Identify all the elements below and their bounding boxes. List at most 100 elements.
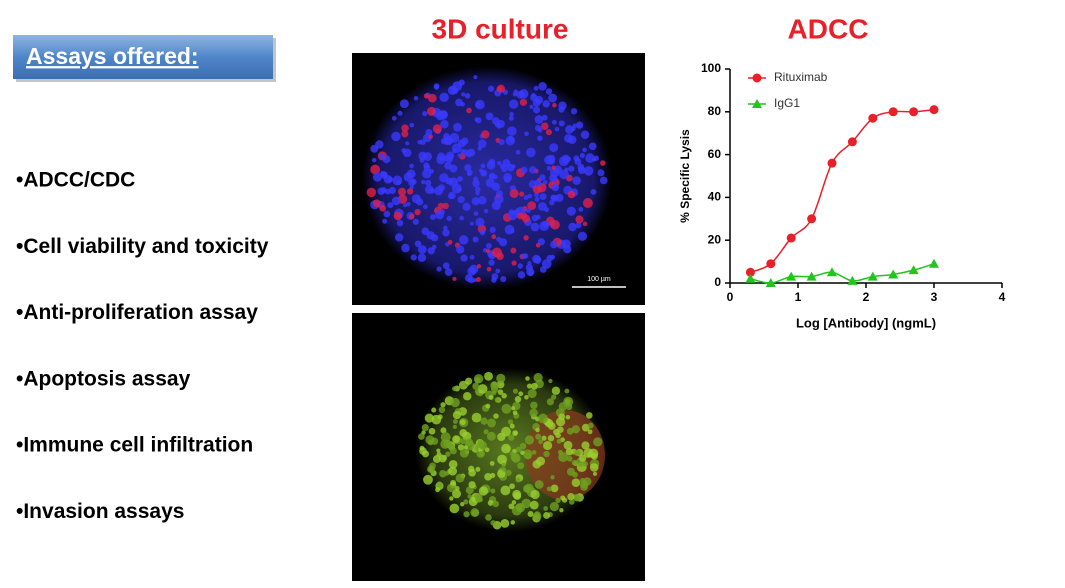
cell — [473, 211, 479, 216]
cell — [447, 239, 453, 245]
cell — [551, 386, 561, 395]
cell — [460, 501, 465, 507]
cell — [487, 85, 495, 92]
cell — [477, 195, 487, 205]
cell — [502, 467, 507, 472]
cell — [538, 202, 547, 211]
cell — [439, 110, 448, 119]
cell — [452, 424, 457, 429]
cell — [493, 413, 499, 419]
cell — [444, 268, 453, 276]
cell — [511, 500, 517, 505]
cell — [565, 448, 573, 456]
cell — [442, 202, 449, 210]
cell — [469, 254, 475, 260]
cell — [593, 437, 603, 447]
cell — [532, 254, 541, 264]
cell — [478, 486, 489, 496]
cell — [375, 140, 384, 149]
cell — [372, 172, 383, 182]
cell — [463, 445, 469, 450]
cell — [541, 435, 547, 441]
cell — [471, 197, 480, 206]
cell — [485, 112, 494, 121]
cell — [410, 254, 417, 261]
cell — [546, 486, 552, 492]
cell — [597, 169, 605, 177]
cell — [481, 130, 490, 139]
cell — [490, 488, 496, 494]
cell — [412, 218, 419, 225]
cell — [448, 466, 457, 476]
cell — [550, 240, 558, 249]
cell — [565, 125, 574, 134]
cell — [405, 141, 410, 146]
cell — [444, 136, 454, 145]
cell — [549, 174, 558, 183]
cell — [432, 455, 441, 463]
cell — [453, 122, 462, 132]
cell — [406, 201, 411, 207]
cell — [530, 401, 538, 410]
cell — [427, 439, 434, 446]
cell — [550, 484, 559, 493]
cell — [387, 202, 394, 209]
cell — [579, 152, 585, 159]
list-item: •Apoptosis assay — [16, 367, 191, 390]
legend-marker — [752, 73, 762, 83]
cell — [529, 104, 534, 109]
cell — [484, 473, 492, 481]
cell — [475, 466, 481, 472]
cell — [440, 120, 449, 129]
cell — [545, 88, 553, 95]
cell — [396, 219, 404, 227]
cell — [519, 442, 527, 450]
y-tick-label: 0 — [714, 275, 721, 289]
cell — [512, 410, 518, 416]
cell — [438, 406, 446, 414]
cell — [434, 186, 444, 196]
point — [929, 105, 939, 115]
cell — [599, 176, 608, 185]
cell — [580, 130, 590, 140]
cell — [543, 506, 549, 511]
cell — [550, 254, 556, 260]
cell — [452, 276, 457, 281]
point — [847, 275, 858, 285]
cell — [583, 461, 589, 467]
cell — [527, 511, 534, 518]
cell — [518, 391, 524, 397]
cell — [431, 407, 437, 413]
cell — [524, 131, 529, 137]
cell — [568, 222, 577, 232]
cell — [477, 384, 488, 394]
point — [888, 269, 899, 279]
cell — [508, 210, 518, 221]
cell — [468, 468, 476, 477]
cell — [531, 450, 537, 455]
cell — [428, 93, 437, 103]
cell — [417, 245, 427, 254]
cell — [497, 160, 502, 166]
cell — [535, 433, 542, 440]
cell — [508, 503, 515, 510]
cell — [379, 204, 387, 212]
cell — [460, 438, 467, 445]
cell — [494, 397, 501, 403]
cell — [436, 448, 441, 453]
cell — [535, 427, 540, 433]
cell — [489, 172, 496, 180]
x-tick-label: 1 — [795, 290, 802, 304]
cell — [582, 477, 592, 486]
cell — [469, 221, 474, 226]
cell — [515, 477, 521, 483]
cell — [501, 462, 507, 468]
cell — [446, 156, 453, 163]
cell — [549, 502, 559, 512]
cell — [484, 447, 490, 453]
cell — [527, 201, 537, 211]
cell — [452, 386, 457, 392]
cell — [422, 110, 428, 117]
cell — [382, 218, 388, 224]
cell — [520, 450, 525, 455]
